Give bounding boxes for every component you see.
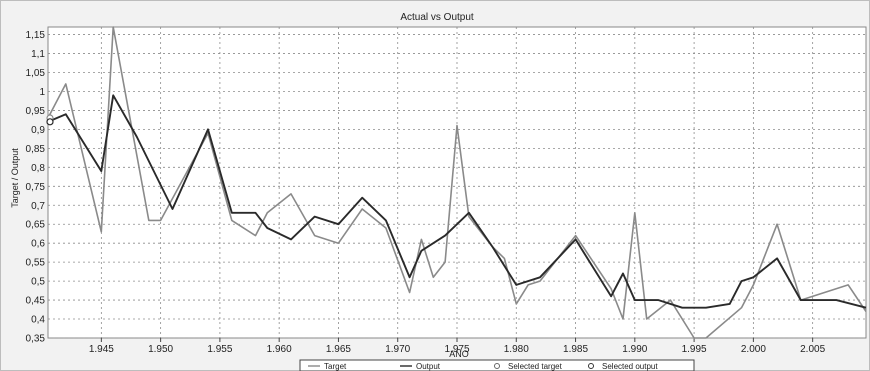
series-line-output	[47, 94, 867, 309]
grid-layer	[48, 27, 866, 342]
y-tick-label: 0,7	[31, 201, 45, 212]
x-tick-label: 1.945	[89, 344, 114, 355]
legend-label: Target	[324, 362, 347, 371]
x-tick-labels: 1.945 1.950 1.955 1.960 1.965 1.970 1.975 1.980…	[89, 344, 826, 355]
chart-title: Actual vs Output	[400, 12, 474, 23]
y-tick-label: 1,1	[31, 49, 45, 60]
x-tick-label: 1.970	[385, 344, 410, 355]
y-tick-label: 0,6	[31, 239, 45, 250]
y-tick-label: 0,5	[31, 277, 45, 288]
y-tick-label: 0,8	[31, 163, 45, 174]
y-tick-label: 1,05	[26, 68, 46, 79]
x-tick-label: 2.000	[741, 344, 766, 355]
x-tick-label: 1.975	[444, 344, 469, 355]
x-axis-label: AÑO	[449, 349, 469, 359]
x-tick-label: 1.990	[622, 344, 647, 355]
x-tick-label: 1.960	[267, 344, 292, 355]
y-tick-label: 0,95	[26, 106, 46, 117]
x-tick-label: 1.950	[148, 344, 173, 355]
series-line-target	[47, 26, 867, 339]
x-tick-label: 2.005	[800, 344, 825, 355]
start-marker-output	[46, 118, 54, 126]
y-tick-label: 0,4	[31, 315, 45, 326]
x-tick-label: 1.995	[682, 344, 707, 355]
y-tick-label: 0,35	[26, 334, 46, 345]
y-tick-label: 0,85	[26, 144, 46, 155]
legend-swatch-circle	[494, 363, 500, 369]
legend-label: Selected target	[508, 362, 563, 371]
y-tick-label: 0,55	[26, 258, 46, 269]
y-tick-label: 0,9	[31, 125, 45, 136]
legend-label: Output	[416, 362, 441, 371]
legend-swatch-circle	[588, 363, 594, 369]
x-tick-label: 1.955	[207, 344, 232, 355]
series-layer	[46, 26, 867, 339]
y-tick-label: 0,65	[26, 220, 46, 231]
y-tick-label: 0,75	[26, 182, 46, 193]
x-tick-label: 1.985	[563, 344, 588, 355]
y-tick-label: 0,45	[26, 296, 46, 307]
y-tick-label: 1,15	[26, 30, 46, 41]
y-tick-label: 1	[39, 87, 45, 98]
y-axis-label: Target / Output	[10, 148, 20, 208]
x-tick-label: 1.980	[504, 344, 529, 355]
y-tick-labels: 0,35 0,4 0,45 0,5 0,55 0,6 0,65 0,7 0,75 0,8 0,85 0…	[26, 30, 46, 344]
legend-label: Selected output	[602, 362, 658, 371]
x-tick-label: 1.965	[326, 344, 351, 355]
legend: Target Output Selected target Selected outp…	[299, 359, 695, 371]
